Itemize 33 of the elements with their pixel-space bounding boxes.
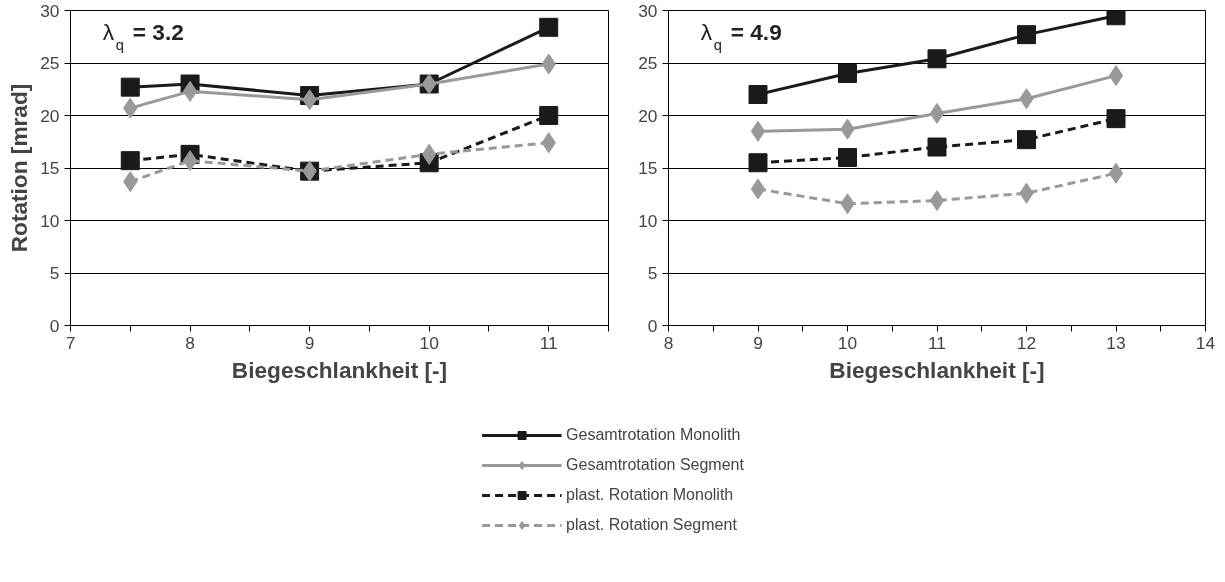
y-tick-label: 10 — [638, 210, 658, 231]
y-tick-label: 5 — [647, 263, 658, 283]
y-axis-title: Rotation [mrad] — [6, 83, 33, 253]
x-tick-label: 14 — [1195, 332, 1216, 353]
x-tick-label: 7 — [65, 332, 76, 353]
y-tick-label: 25 — [40, 53, 60, 73]
x-tick-label: 9 — [753, 332, 763, 353]
y-tick-label: 15 — [638, 158, 658, 178]
y-tick-label: 30 — [638, 0, 658, 21]
x-tick-label: 10 — [419, 332, 439, 353]
x-tick-label: 11 — [539, 332, 558, 353]
y-tick-label: 10 — [40, 210, 60, 231]
y-tick-label: 0 — [647, 315, 658, 336]
x-tick-label: 13 — [1106, 332, 1126, 353]
y-tick-label: 20 — [638, 105, 658, 126]
legend-label: Gesamtrotation Monolith — [566, 426, 741, 444]
legend-label: plast. Rotation Segment — [566, 516, 737, 534]
x-axis-title: Biegeschlankheit [-] — [829, 356, 1045, 383]
legend-label: Gesamtrotation Segment — [566, 456, 744, 474]
x-axis-title: Biegeschlankheit [-] — [231, 356, 448, 383]
x-tick-label: 11 — [928, 332, 947, 353]
x-tick-label: 8 — [663, 332, 674, 353]
y-tick-label: 5 — [49, 263, 60, 283]
x-tick-label: 12 — [1016, 332, 1037, 353]
legend-label: plast. Rotation Monolith — [566, 486, 734, 504]
y-tick-label: 0 — [49, 315, 60, 336]
y-tick-label: 30 — [40, 0, 60, 21]
y-tick-label: 20 — [40, 105, 60, 126]
x-tick-label: 8 — [185, 332, 195, 353]
x-tick-label: 10 — [837, 332, 858, 353]
y-tick-label: 15 — [40, 158, 60, 178]
x-tick-label: 9 — [304, 332, 315, 353]
y-tick-label: 25 — [638, 53, 658, 73]
